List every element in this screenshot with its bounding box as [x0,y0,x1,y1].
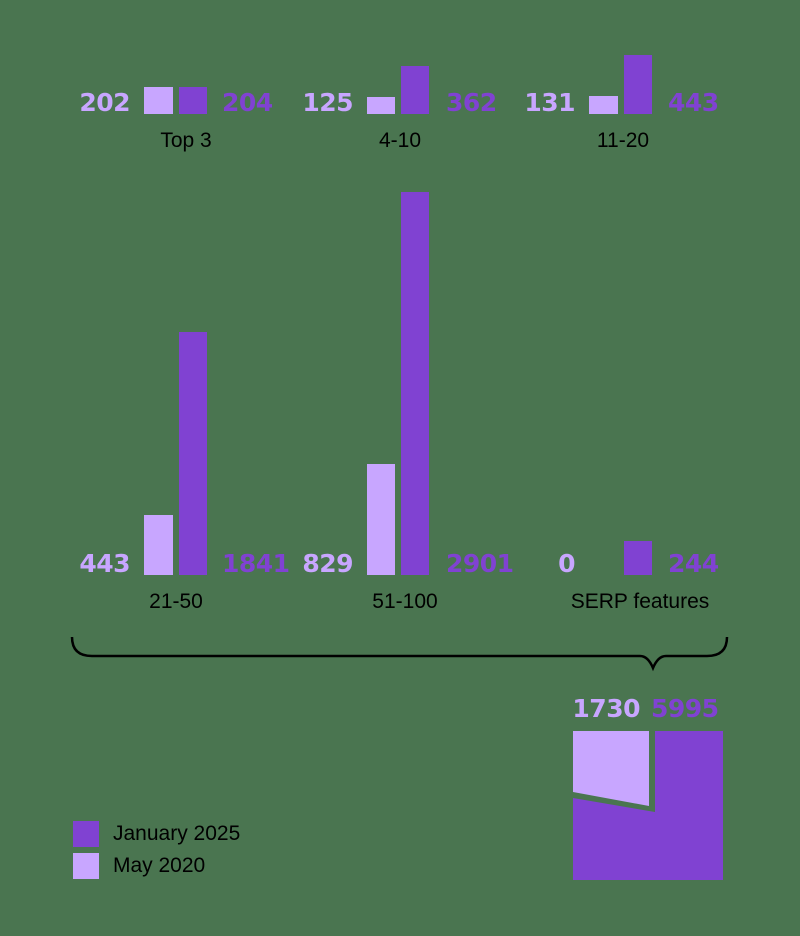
bar-january-2025 [401,192,429,575]
bar-january-2025 [179,87,207,114]
total-january-2025: 5995 [651,694,719,723]
value-may-2020: 443 [79,549,130,578]
total-bar-january-2025 [573,731,723,880]
bar-may-2020 [367,464,395,575]
category-label: 51-100 [372,590,438,613]
bar-january-2025 [179,332,207,575]
value-may-2020: 131 [524,88,575,117]
bar-may-2020 [144,515,173,575]
bar-january-2025 [624,55,652,114]
total-may-2020: 1730 [572,694,640,723]
category-label: 4-10 [378,129,422,152]
legend-swatch-light [73,853,99,879]
category-label: SERP features [570,590,710,613]
grouping-brace [70,636,729,672]
bar-january-2025 [624,541,652,575]
value-may-2020: 829 [302,549,353,578]
legend-item-may-2020: May 2020 [73,853,205,879]
legend-label: May 2020 [113,854,206,877]
category-label: 11-20 [596,129,650,152]
category-label: Top 3 [160,129,212,152]
value-may-2020: 0 [558,549,575,578]
legend-label: January 2025 [113,822,241,845]
category-label: 21-50 [149,590,203,613]
bar-january-2025 [401,66,429,114]
legend-item-january-2025: January 2025 [73,821,240,847]
value-may-2020: 125 [302,88,353,117]
legend-swatch-dark [73,821,99,847]
value-january-2025: 443 [668,88,719,117]
total-bar-may-2020 [573,731,649,806]
value-january-2025: 362 [446,88,497,117]
value-january-2025: 1841 [222,549,290,578]
value-january-2025: 204 [222,88,273,117]
bar-may-2020 [367,97,395,114]
value-january-2025: 244 [668,549,719,578]
bar-may-2020 [144,87,173,114]
value-may-2020: 202 [79,88,130,117]
bar-may-2020 [589,96,618,114]
value-january-2025: 2901 [446,549,514,578]
